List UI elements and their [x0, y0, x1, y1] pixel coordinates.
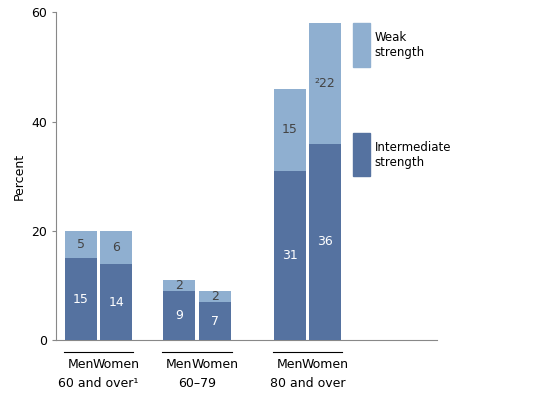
Text: Women: Women — [192, 358, 238, 371]
Text: Men: Men — [166, 358, 193, 371]
Text: 15: 15 — [73, 293, 88, 306]
Y-axis label: Percent: Percent — [12, 153, 26, 200]
Text: 60–79: 60–79 — [178, 378, 216, 391]
Bar — [353, 133, 370, 176]
Text: Weak
strength: Weak strength — [375, 31, 425, 59]
Bar — [164, 291, 195, 340]
Text: 6: 6 — [112, 241, 120, 254]
Text: Men: Men — [277, 358, 303, 371]
Bar — [309, 144, 341, 340]
Text: 2: 2 — [211, 290, 219, 303]
Text: Intermediate
strength: Intermediate strength — [375, 141, 451, 168]
Text: 14: 14 — [108, 295, 124, 308]
Bar — [199, 302, 231, 340]
Text: 7: 7 — [211, 315, 219, 328]
Text: ²22: ²22 — [315, 77, 335, 90]
Bar — [65, 231, 97, 258]
Text: Men: Men — [68, 358, 94, 371]
Bar — [65, 258, 97, 340]
Text: 31: 31 — [282, 249, 297, 262]
Text: Women: Women — [301, 358, 348, 371]
Text: 36: 36 — [317, 235, 333, 249]
Bar — [274, 171, 306, 340]
Text: 5: 5 — [77, 238, 85, 251]
Bar — [199, 291, 231, 302]
Bar — [164, 280, 195, 291]
Bar — [100, 231, 132, 264]
Text: 60 and over¹: 60 and over¹ — [58, 378, 138, 391]
Text: 2: 2 — [175, 279, 183, 292]
Text: 80 and over: 80 and over — [269, 378, 345, 391]
Bar — [100, 264, 132, 340]
Bar — [274, 89, 306, 171]
Text: 15: 15 — [282, 123, 297, 137]
Bar — [309, 23, 341, 144]
Bar — [353, 23, 370, 67]
Text: 9: 9 — [175, 309, 183, 322]
Text: Women: Women — [92, 358, 139, 371]
